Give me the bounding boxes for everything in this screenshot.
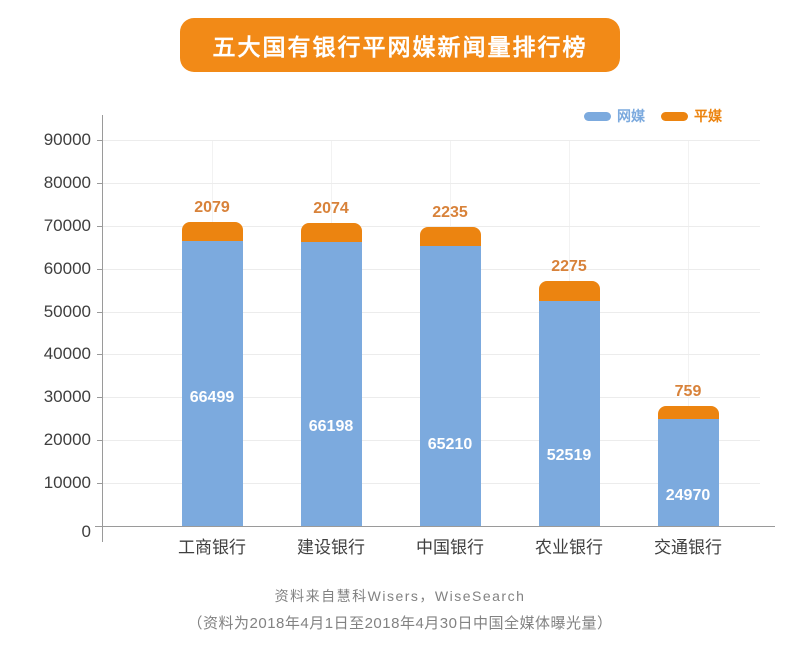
chart-title: 五大国有银行平网媒新闻量排行榜: [212, 34, 588, 60]
bar-segment-online: [182, 241, 243, 526]
y-axis-tick: [97, 483, 103, 484]
y-axis-tick: [97, 397, 103, 398]
date-range-note: （资料为2018年4月1日至2018年4月30日中国全媒体曝光量）: [187, 615, 613, 632]
horizontal-gridline: [103, 140, 760, 141]
y-axis-label: 80000: [43, 173, 91, 192]
y-axis-tick: [97, 226, 103, 227]
online-value-label: 65210: [427, 436, 473, 453]
online-value-label: 66499: [189, 389, 235, 406]
print-value-label: 2074: [313, 200, 349, 217]
category-label: 建设银行: [297, 538, 365, 557]
bar-segment-online: [539, 301, 600, 526]
bar-segment-online: [301, 242, 362, 526]
legend-label-online: 网媒: [617, 108, 645, 124]
title-banner: 五大国有银行平网媒新闻量排行榜: [180, 18, 620, 72]
y-axis-label: 70000: [43, 216, 91, 235]
y-axis-label: 90000: [43, 130, 91, 149]
y-axis-label: 60000: [43, 259, 91, 278]
category-label: 中国银行: [416, 538, 484, 557]
bar-segment-online: [420, 246, 481, 526]
online-value-label: 66198: [308, 418, 354, 435]
y-axis-label: 20000: [43, 430, 91, 449]
legend-swatch-print: [661, 111, 688, 121]
category-label: 交通银行: [654, 538, 722, 557]
bar-segment-online: [658, 419, 719, 526]
category-label: 工商银行: [178, 538, 246, 557]
y-axis-label: 50000: [43, 302, 91, 321]
y-axis-label: 0: [81, 522, 91, 541]
y-axis-tick: [97, 440, 103, 441]
y-axis-tick: [97, 312, 103, 313]
horizontal-gridline: [103, 226, 760, 227]
source-note: 资料来自慧科Wisers，WiseSearch: [274, 588, 526, 604]
legend-item-online: 网媒: [584, 106, 645, 126]
category-label: 农业银行: [535, 538, 603, 557]
y-axis-label: 10000: [43, 473, 91, 492]
legend-swatch-online: [584, 111, 611, 121]
y-axis-line: [102, 115, 103, 542]
y-axis-label: 30000: [43, 387, 91, 406]
online-value-label: 24970: [665, 487, 711, 504]
x-axis-line: [95, 526, 775, 527]
y-axis-tick: [97, 269, 103, 270]
y-axis-tick: [97, 140, 103, 141]
y-axis-tick: [97, 183, 103, 184]
vertical-gridline: [688, 140, 689, 526]
legend-label-print: 平媒: [694, 108, 722, 124]
legend: 网媒 平媒: [584, 106, 722, 126]
horizontal-gridline: [103, 183, 760, 184]
y-axis-tick: [97, 354, 103, 355]
print-value-label: 759: [674, 383, 702, 400]
legend-item-print: 平媒: [661, 106, 722, 126]
online-value-label: 52519: [546, 447, 592, 464]
print-value-label: 2079: [194, 199, 230, 216]
y-axis-label: 40000: [43, 344, 91, 363]
print-value-label: 2235: [432, 204, 468, 221]
print-value-label: 2275: [551, 258, 587, 275]
